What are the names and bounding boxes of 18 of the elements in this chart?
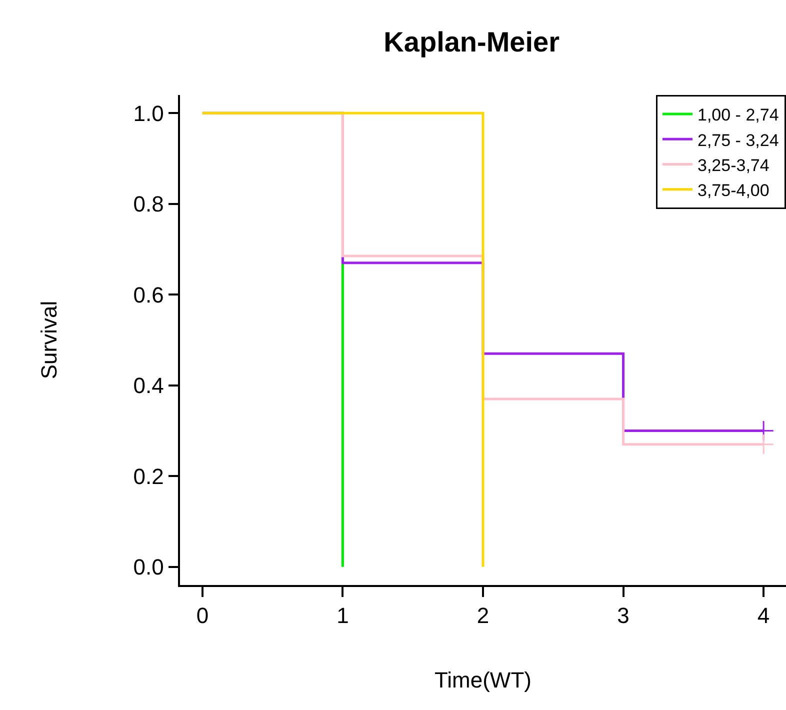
x-tick-label: 2 (476, 603, 490, 628)
y-tick-label: 0.6 (133, 282, 164, 308)
y-tick-label: 0.8 (133, 192, 164, 217)
x-tick-label: 0 (196, 603, 209, 628)
legend-label: 3,75-4,00 (698, 180, 770, 200)
x-tick-label: 3 (617, 603, 630, 628)
y-tick-label: 1.0 (133, 100, 164, 126)
chart-title: Kaplan-Meier (384, 26, 560, 58)
y-tick-label: 0.0 (133, 554, 164, 580)
y-axis-title: Survival (36, 300, 62, 380)
y-tick-label: 0.2 (133, 464, 164, 489)
legend-label: 3,25-3,74 (698, 156, 770, 175)
legend-label: 2,75 - 3,24 (698, 130, 779, 150)
x-tick-label: 4 (757, 603, 770, 628)
legend-label: 1,00 - 2,74 (698, 106, 779, 125)
y-tick-label: 0.4 (133, 373, 164, 398)
x-axis-title: Time(WT) (434, 668, 532, 693)
x-tick-label: 1 (336, 603, 349, 628)
